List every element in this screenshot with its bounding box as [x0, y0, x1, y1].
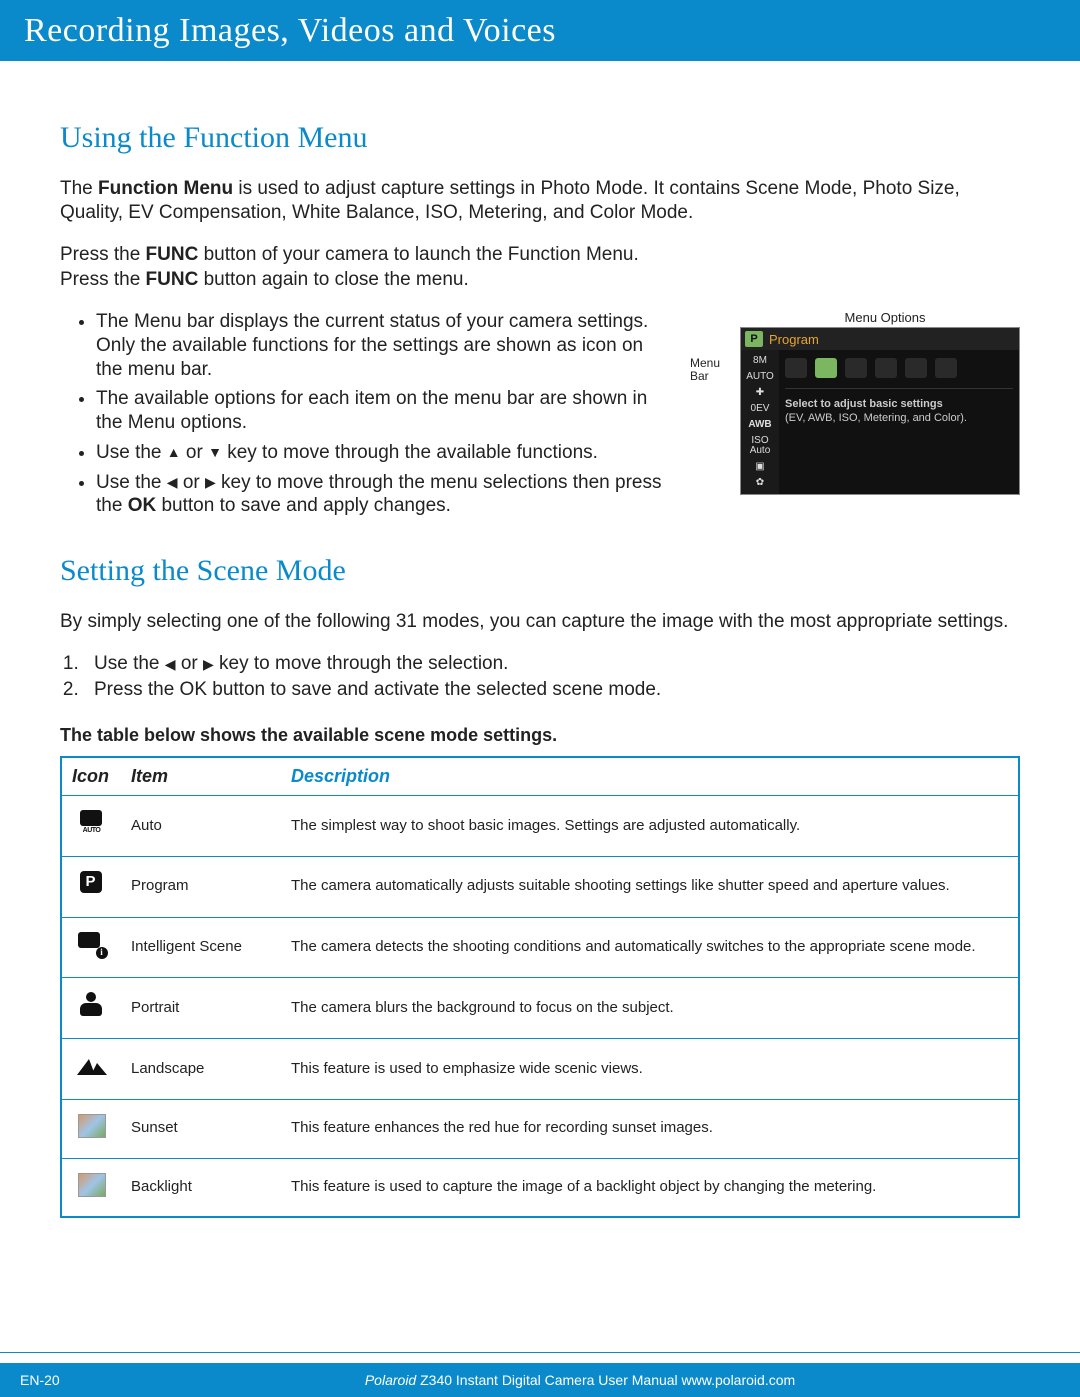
table-row: Auto The simplest way to shoot basic ima…	[61, 796, 1019, 857]
intro-paragraph-3: Press the FUNC button again to close the…	[60, 268, 1020, 292]
bullets-and-screenshot: The Menu bar displays the current status…	[60, 310, 1020, 524]
right-triangle-icon: ▶	[203, 655, 214, 673]
page-footer: EN-20 Polaroid Z340 Instant Digital Came…	[0, 1363, 1080, 1397]
landscape-icon	[77, 1053, 107, 1079]
page-header: Recording Images, Videos and Voices	[0, 0, 1080, 60]
option-icon	[785, 358, 807, 378]
col-icon: Icon	[61, 757, 121, 796]
program-label: Program	[769, 332, 819, 347]
section-heading-function-menu: Using the Function Menu	[60, 121, 1020, 155]
down-triangle-icon: ▼	[208, 444, 222, 462]
intro-paragraph-1: The Function Menu is used to adjust capt…	[60, 177, 1020, 225]
left-triangle-icon: ◀	[167, 474, 178, 492]
page-title: Recording Images, Videos and Voices	[24, 12, 556, 49]
bullet-list: The Menu bar displays the current status…	[60, 310, 672, 518]
bullet-1: The Menu bar displays the current status…	[96, 310, 672, 381]
footer-center: Polaroid Z340 Instant Digital Camera Use…	[100, 1372, 1060, 1388]
intelligent-scene-icon	[77, 932, 107, 958]
menu-bar-column: 8M AUTO ✚ 0EV AWB ISO Auto ▣ ✿	[741, 350, 779, 494]
backlight-icon	[78, 1173, 106, 1197]
camera-screen: P Program 8M AUTO ✚ 0EV AWB ISO Auto ▣ ✿	[740, 327, 1020, 495]
table-row: Sunset This feature enhances the red hue…	[61, 1099, 1019, 1158]
option-icon	[935, 358, 957, 378]
step-2: Press the OK button to save and activate…	[84, 678, 1020, 703]
screenshot-top-label: Menu Options	[690, 310, 1020, 325]
steps-list: Use the ◀ or ▶ key to move through the s…	[60, 652, 1020, 703]
scene-mode-table: Icon Item Description Auto The simplest …	[60, 756, 1020, 1218]
step-1: Use the ◀ or ▶ key to move through the s…	[84, 652, 1020, 677]
section-heading-scene-mode: Setting the Scene Mode	[60, 554, 1020, 588]
table-row: Landscape This feature is used to emphas…	[61, 1039, 1019, 1100]
screenshot-side-label: Menu Bar	[690, 327, 734, 383]
bullet-4: Use the ◀ or ▶ key to move through the m…	[96, 471, 672, 519]
table-caption: The table below shows the available scen…	[60, 725, 1020, 746]
program-icon: P	[745, 331, 763, 347]
page-content: Using the Function Menu The Function Men…	[0, 61, 1080, 1218]
screenshot-description: Select to adjust basic settings (EV, AWB…	[785, 388, 1013, 426]
camera-screenshot: Menu Options Menu Bar P Program 8M AUTO …	[690, 310, 1020, 495]
table-row: Portrait The camera blurs the background…	[61, 978, 1019, 1039]
right-triangle-icon: ▶	[205, 474, 216, 492]
col-description: Description	[281, 757, 1019, 796]
up-triangle-icon: ▲	[167, 444, 181, 462]
table-row: Intelligent Scene The camera detects the…	[61, 917, 1019, 978]
table-row: Program The camera automatically adjusts…	[61, 856, 1019, 917]
option-icon	[905, 358, 927, 378]
option-icon	[845, 358, 867, 378]
bullet-2: The available options for each item on t…	[96, 387, 672, 435]
scene-intro: By simply selecting one of the following…	[60, 610, 1020, 634]
footer-rule	[0, 1352, 1080, 1353]
col-item: Item	[121, 757, 281, 796]
option-icon	[815, 358, 837, 378]
bullet-3: Use the ▲ or ▼ key to move through the a…	[96, 441, 672, 465]
portrait-icon	[77, 992, 107, 1018]
program-icon	[77, 871, 107, 897]
auto-icon	[77, 810, 107, 836]
menu-options-row	[785, 354, 1013, 388]
page-number: EN-20	[20, 1372, 100, 1388]
left-triangle-icon: ◀	[165, 655, 176, 673]
intro-paragraph-2: Press the FUNC button of your camera to …	[60, 243, 1020, 267]
table-row: Backlight This feature is used to captur…	[61, 1158, 1019, 1217]
sunset-icon	[78, 1114, 106, 1138]
option-icon	[875, 358, 897, 378]
